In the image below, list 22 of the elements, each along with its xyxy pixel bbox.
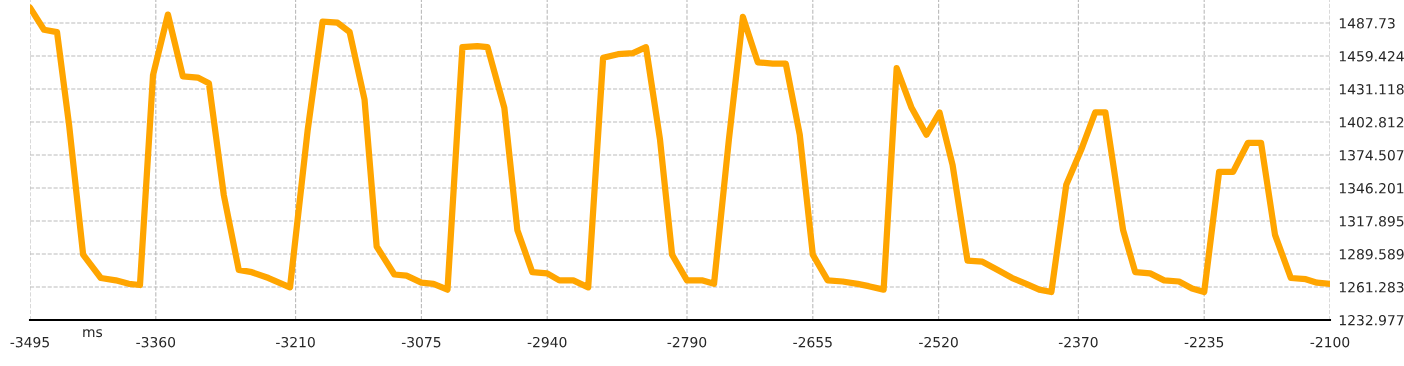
y-tick-label: 1459.424 <box>1339 51 1404 62</box>
y-tick-label: 1402.812 <box>1339 117 1404 128</box>
x-tick-label: -2655 <box>793 336 832 348</box>
x-tick-label: -3495 <box>10 336 49 348</box>
y-tick-label: 1317.895 <box>1339 215 1404 227</box>
y-tick-label: 1289.589 <box>1339 248 1404 260</box>
x-tick-label: -2100 <box>1310 336 1350 348</box>
x-tick-label: -2235 <box>1184 336 1224 348</box>
x-tick-label: -2520 <box>919 336 958 348</box>
x-tick-label: -2940 <box>527 336 567 348</box>
y-tick-label: 1346.201 <box>1339 182 1404 194</box>
x-tick-label: -3210 <box>276 336 315 348</box>
y-tick-label: 1431.118 <box>1339 84 1404 95</box>
x-axis-title: ms <box>83 329 103 338</box>
y-tick-label: 1487.73 <box>1339 18 1395 29</box>
x-tick-label: -3360 <box>136 336 176 348</box>
x-tick-label: -2790 <box>667 336 707 348</box>
y-tick-label: 1374.507 <box>1339 149 1404 161</box>
y-tick-label: 1261.283 <box>1339 281 1404 293</box>
x-tick-label: -2370 <box>1058 336 1098 348</box>
x-tick-label: -3075 <box>401 336 441 348</box>
y-tick-label: 1232.977 <box>1339 314 1404 326</box>
